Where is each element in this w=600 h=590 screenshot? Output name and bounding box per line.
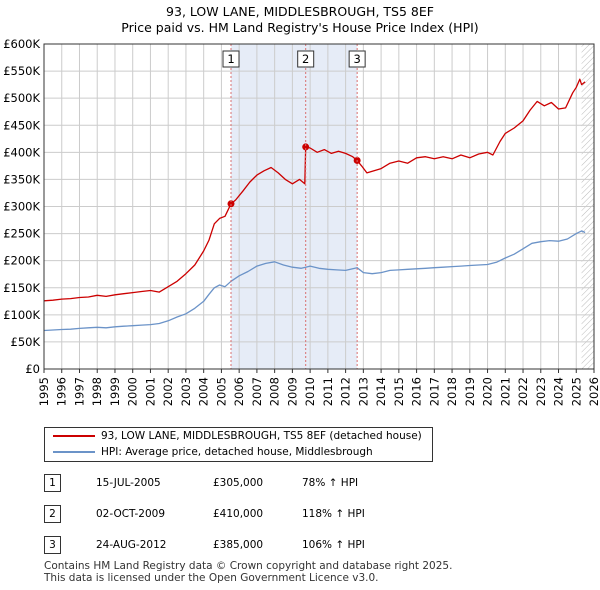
x-tick-label: 2020 [481,377,495,406]
x-tick-label: 2025 [569,377,583,406]
x-tick-label: 2011 [321,377,335,406]
sale-date: 24-AUG-2012 [96,539,167,551]
sale-marker-number: 1 [227,52,234,66]
sale-number-badge: 3 [44,536,61,554]
x-tick-label: 2005 [214,377,228,406]
y-tick-label: £400K [3,145,40,159]
plot-border [43,43,595,370]
y-tick-label: £250K [3,227,40,241]
x-tick-label: 2008 [268,377,282,406]
sale-hpi-change: 118% ↑ HPI [302,508,365,520]
title-line-2: Price paid vs. HM Land Registry's House … [121,20,479,35]
y-tick-label: £100K [3,308,40,322]
y-tick-label: £450K [3,118,40,132]
x-tick-label: 2022 [516,377,530,406]
x-tick-label: 2018 [445,377,459,406]
sale-price: £305,000 [213,477,264,489]
x-tick-label: 2001 [143,377,157,406]
price-series-line [43,78,586,302]
x-tick-label: 2004 [197,377,211,406]
x-tick-label: 2023 [534,377,548,406]
legend-label-hpi: HPI: Average price, detached house, Midd… [101,446,373,458]
title-line-1: 93, LOW LANE, MIDDLESBROUGH, TS5 8EF [166,4,434,19]
sale-hpi-change: 78% ↑ HPI [302,477,359,489]
legend-swatch-price [53,435,95,437]
x-tick-label: 1997 [72,377,86,406]
sale-number-badge: 2 [44,505,61,523]
x-tick-label: 2000 [126,377,140,406]
x-tick-label: 1998 [90,377,104,406]
sale-price: £385,000 [213,539,264,551]
x-tick-label: 1996 [55,377,69,406]
y-tick-label: £600K [3,37,40,51]
footer-line-1: Contains HM Land Registry data © Crown c… [44,560,453,572]
y-tick-label: £50K [11,335,41,349]
legend-label-price: 93, LOW LANE, MIDDLESBROUGH, TS5 8EF (de… [101,430,422,442]
sale-marker-number: 3 [353,52,360,66]
price-chart: 1 2 3 £0 £50K £100K £150K £200K £250K £300K £350K… [3,37,600,406]
y-tick-label: £300K [3,200,40,214]
y-tick-label: £500K [3,91,40,105]
x-tick-label: 2006 [232,377,246,406]
y-tick-label: £150K [3,281,40,295]
sale-point [227,200,235,208]
sale-marker-box [348,50,366,68]
legend: 93, LOW LANE, MIDDLESBROUGH, TS5 8EF (de… [44,427,433,462]
x-tick-label: 2002 [161,377,175,406]
x-tick-label: 2010 [303,377,317,406]
footer-attribution: Contains HM Land Registry data © Crown c… [44,560,452,584]
y-tick-label: £200K [3,254,40,268]
x-tick-label: 2003 [179,377,193,406]
x-tick-label: 2013 [356,377,370,406]
y-tick-label: £0 [25,362,40,376]
x-tick-label: 2007 [250,377,264,406]
sale-marker-number: 2 [302,52,309,66]
sale-hpi-change: 106% ↑ HPI [302,539,365,551]
sale-price: £410,000 [213,508,264,520]
x-tick-label: 2021 [498,377,512,406]
chart-title: 93, LOW LANE, MIDDLESBROUGH, TS5 8EF Pri… [0,4,600,36]
y-tick-label: £350K [3,172,40,186]
legend-swatch-hpi [53,451,95,453]
sale-date: 15-JUL-2005 [96,477,161,489]
x-tick-label: 2017 [427,377,441,406]
y-tick-label: £550K [3,64,40,78]
x-tick-label: 2015 [392,377,406,406]
x-tick-label: 2024 [552,377,566,406]
sale-date: 02-OCT-2009 [96,508,165,520]
x-tick-label: 1995 [37,377,51,406]
x-tick-label: 2019 [463,377,477,406]
sale-marker-box [297,50,315,68]
x-tick-label: 2016 [410,377,424,406]
sale-point [302,143,310,151]
x-tick-label: 2009 [285,377,299,406]
x-tick-label: 2012 [339,377,353,406]
sale-number-badge: 1 [44,474,61,492]
footer-line-2: This data is licensed under the Open Gov… [44,572,379,584]
x-tick-label: 1999 [108,377,122,406]
x-tick-label: 2014 [374,377,388,406]
x-tick-label: 2026 [587,377,600,406]
hpi-series-line [43,230,586,332]
sale-marker-box [222,50,240,68]
